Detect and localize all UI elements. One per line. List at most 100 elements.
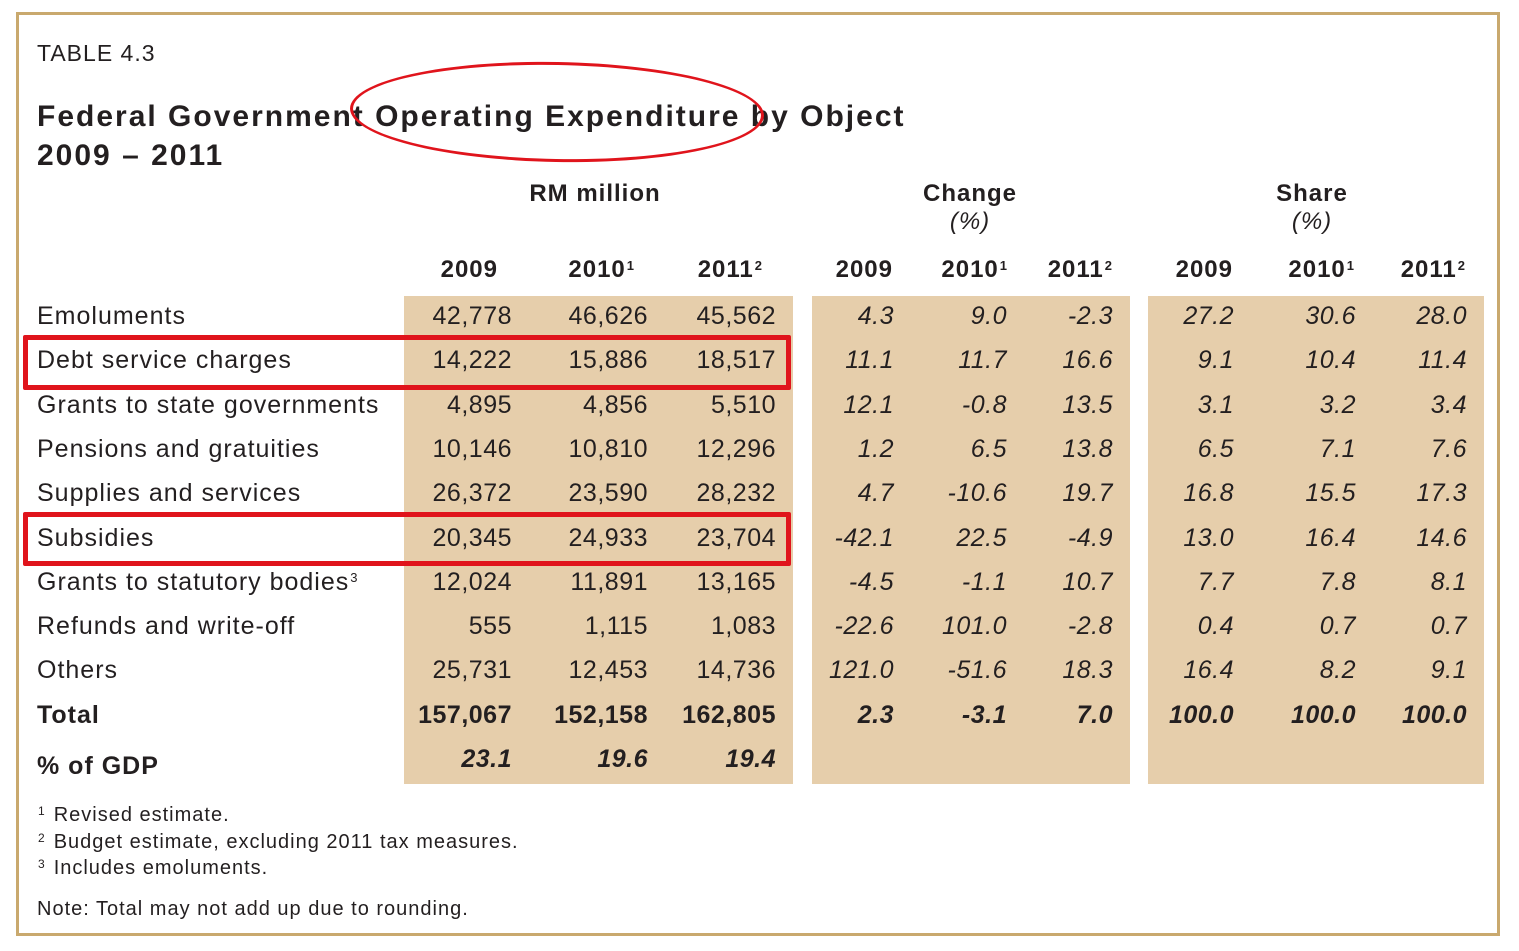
table-cell: 22.5 bbox=[956, 524, 1007, 552]
highlight-subsidies bbox=[23, 512, 791, 566]
table-cell: 42,778 bbox=[432, 302, 512, 330]
table-cell: 7.8 bbox=[1319, 568, 1356, 596]
table-cell: 4.7 bbox=[857, 479, 894, 507]
table-cell: 25,731 bbox=[432, 656, 512, 684]
table-cell: 101.0 bbox=[941, 612, 1007, 640]
table-cell: 157,067 bbox=[418, 701, 512, 729]
table-cell: 18,517 bbox=[696, 346, 776, 374]
table-cell: -0.8 bbox=[961, 391, 1007, 419]
table-cell: 27.2 bbox=[1183, 302, 1234, 330]
table-cell: 30.6 bbox=[1305, 302, 1356, 330]
year-header: 20112 bbox=[1400, 256, 1466, 283]
table-cell: 23.1 bbox=[461, 745, 512, 773]
table-cell: 12,453 bbox=[568, 656, 648, 684]
table-cell: 23,590 bbox=[568, 479, 648, 507]
table-cell: -1.1 bbox=[961, 568, 1007, 596]
table-cell: 15,886 bbox=[568, 346, 648, 374]
row-label: Emoluments bbox=[37, 302, 186, 330]
table-cell: 0.7 bbox=[1430, 612, 1467, 640]
row-label: Subsidies bbox=[37, 524, 155, 552]
table-cell: 2.3 bbox=[857, 701, 894, 729]
table-cell: 11,891 bbox=[570, 568, 648, 596]
table-cell: 162,805 bbox=[682, 701, 776, 729]
group-change: Change (%) bbox=[922, 180, 1017, 235]
share-shade bbox=[1148, 296, 1484, 784]
table-cell: 16.4 bbox=[1305, 524, 1356, 552]
table-cell: 6.5 bbox=[1197, 435, 1234, 463]
table-cell: 10,810 bbox=[568, 435, 648, 463]
table-cell: 14.6 bbox=[1416, 524, 1467, 552]
year-header: 20112 bbox=[1047, 256, 1113, 283]
year-header: 20101 bbox=[568, 256, 635, 283]
change-shade bbox=[812, 296, 1130, 784]
group-share: Share (%) bbox=[1276, 180, 1348, 235]
table-cell: -4.5 bbox=[848, 568, 894, 596]
table-cell: 555 bbox=[468, 612, 512, 640]
row-label: Supplies and services bbox=[37, 479, 302, 507]
row-label: Pensions and gratuities bbox=[37, 435, 320, 463]
page-title: Federal Government Operating Expenditure… bbox=[37, 100, 906, 133]
table-cell: 19.4 bbox=[725, 745, 776, 773]
table-cell: 1,115 bbox=[584, 612, 648, 640]
table-cell: -51.6 bbox=[947, 656, 1007, 684]
total-label: Total bbox=[37, 701, 100, 729]
table-cell: 3.2 bbox=[1319, 391, 1356, 419]
table-cell: 45,562 bbox=[696, 302, 776, 330]
table-cell: 28.0 bbox=[1416, 302, 1467, 330]
table-id: TABLE 4.3 bbox=[37, 40, 156, 66]
table-cell: 19.7 bbox=[1062, 479, 1113, 507]
table-cell: -2.3 bbox=[1067, 302, 1113, 330]
table-cell: 6.5 bbox=[970, 435, 1007, 463]
year-header: 20101 bbox=[1288, 256, 1355, 283]
row-label: Grants to statutory bodies3 bbox=[37, 568, 359, 596]
table-cell: 14,222 bbox=[432, 346, 512, 374]
table-cell: 12,296 bbox=[696, 435, 776, 463]
table-cell: 3.1 bbox=[1197, 391, 1234, 419]
table-cell: 0.4 bbox=[1197, 612, 1234, 640]
footnote: 2 Budget estimate, excluding 2011 tax mea… bbox=[38, 831, 519, 853]
table-cell: -2.8 bbox=[1067, 612, 1113, 640]
year-header: 2009 bbox=[440, 256, 498, 283]
table-cell: -22.6 bbox=[834, 612, 894, 640]
row-label: Debt service charges bbox=[37, 346, 292, 374]
table-cell: 19.6 bbox=[597, 745, 648, 773]
table-cell: 100.0 bbox=[1290, 701, 1356, 729]
group-rm-million: RM million bbox=[529, 180, 661, 207]
table-cell: 1.2 bbox=[857, 435, 894, 463]
rm-shade bbox=[404, 296, 793, 784]
table-cell: 3.4 bbox=[1430, 391, 1467, 419]
table-cell: 10,146 bbox=[432, 435, 512, 463]
table-cell: 8.2 bbox=[1319, 656, 1356, 684]
gdp-label: % of GDP bbox=[37, 752, 159, 780]
year-header: 20112 bbox=[697, 256, 763, 283]
table-cell: -4.9 bbox=[1067, 524, 1113, 552]
table-cell: 7.6 bbox=[1430, 435, 1467, 463]
row-label: Refunds and write-off bbox=[37, 612, 296, 640]
year-header: 2009 bbox=[835, 256, 893, 283]
table-cell: 16.8 bbox=[1183, 479, 1234, 507]
rounding-note: Note: Total may not add up due to roundi… bbox=[37, 898, 469, 920]
table-cell: 7.7 bbox=[1197, 568, 1234, 596]
table-cell: 100.0 bbox=[1401, 701, 1467, 729]
table-cell: 8.1 bbox=[1430, 568, 1467, 596]
table-cell: 28,232 bbox=[696, 479, 776, 507]
table-cell: 4,856 bbox=[582, 391, 648, 419]
table-cell: 15.5 bbox=[1305, 479, 1356, 507]
table-cell: 23,704 bbox=[696, 524, 776, 552]
table-cell: 11.7 bbox=[958, 346, 1007, 374]
table-cell: 7.1 bbox=[1319, 435, 1356, 463]
table-cell: 4.3 bbox=[857, 302, 894, 330]
table-cell: 11.4 bbox=[1418, 346, 1467, 374]
table-cell: 16.6 bbox=[1062, 346, 1113, 374]
table-cell: 24,933 bbox=[568, 524, 648, 552]
footnote: 1 Revised estimate. bbox=[38, 804, 230, 826]
table-cell: 9.1 bbox=[1430, 656, 1467, 684]
table-cell: 100.0 bbox=[1168, 701, 1234, 729]
table-cell: 152,158 bbox=[554, 701, 648, 729]
year-header: 2009 bbox=[1175, 256, 1233, 283]
table-cell: 16.4 bbox=[1183, 656, 1234, 684]
table-cell: 10.7 bbox=[1062, 568, 1113, 596]
table-cell: -42.1 bbox=[834, 524, 894, 552]
table-cell: -3.1 bbox=[961, 701, 1007, 729]
table-cell: 18.3 bbox=[1062, 656, 1113, 684]
